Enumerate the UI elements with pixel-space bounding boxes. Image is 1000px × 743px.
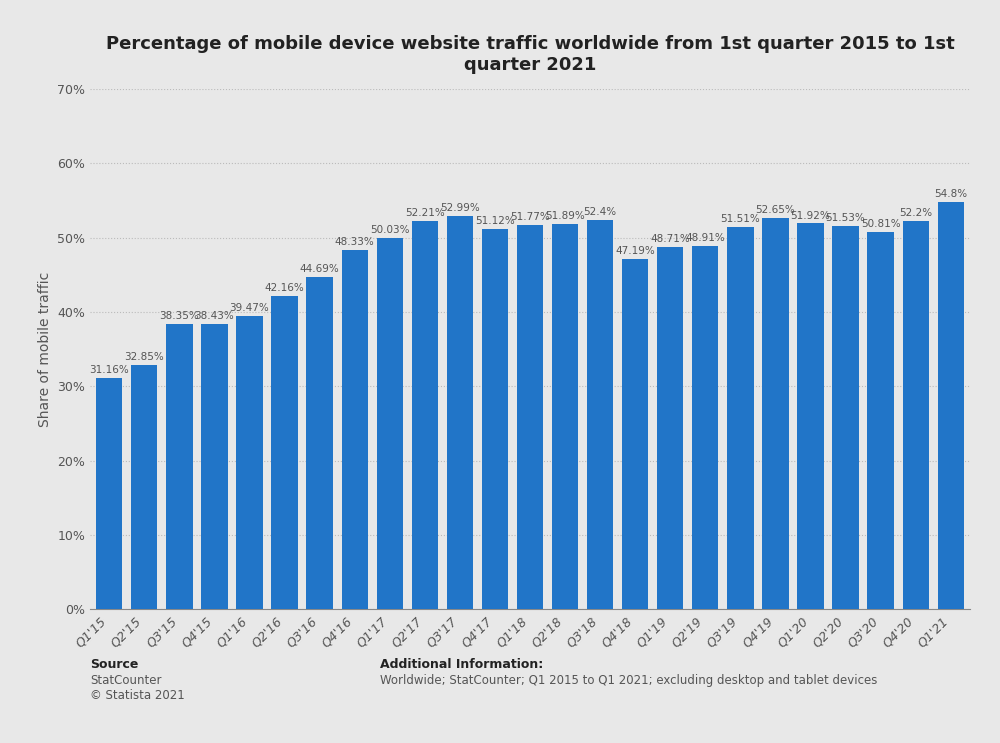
Bar	[271, 296, 298, 609]
Text: 48.33%: 48.33%	[335, 237, 375, 247]
Text: 31.16%: 31.16%	[89, 365, 129, 374]
Bar	[412, 221, 438, 609]
Bar	[201, 324, 228, 609]
Text: 51.53%: 51.53%	[826, 213, 865, 224]
Text: 39.47%: 39.47%	[230, 303, 269, 313]
Text: 51.12%: 51.12%	[475, 216, 515, 227]
Text: 48.91%: 48.91%	[685, 233, 725, 243]
Text: 48.71%: 48.71%	[650, 234, 690, 244]
Text: 52.99%: 52.99%	[440, 203, 480, 212]
Bar	[236, 316, 263, 609]
Bar	[517, 224, 543, 609]
Text: Additional Information:: Additional Information:	[380, 658, 543, 670]
Bar	[166, 324, 193, 609]
Text: 52.4%: 52.4%	[584, 207, 617, 217]
Bar	[692, 246, 718, 609]
Text: 50.03%: 50.03%	[370, 224, 410, 235]
Bar	[903, 221, 929, 609]
Text: 38.35%: 38.35%	[160, 311, 199, 321]
Text: Source: Source	[90, 658, 138, 670]
Bar	[447, 215, 473, 609]
Bar	[657, 247, 683, 609]
Text: 51.51%: 51.51%	[720, 213, 760, 224]
Text: 52.2%: 52.2%	[899, 209, 932, 218]
Text: 50.81%: 50.81%	[861, 218, 900, 229]
Bar	[622, 259, 648, 609]
Bar	[96, 377, 122, 609]
Text: 51.77%: 51.77%	[510, 212, 550, 221]
Text: Worldwide; StatCounter; Q1 2015 to Q1 2021; excluding desktop and tablet devices: Worldwide; StatCounter; Q1 2015 to Q1 20…	[380, 674, 877, 687]
Bar	[938, 202, 964, 609]
Text: 52.21%: 52.21%	[405, 208, 445, 218]
Bar	[832, 227, 859, 609]
Bar	[377, 238, 403, 609]
Bar	[727, 227, 754, 609]
Y-axis label: Share of mobile traffic: Share of mobile traffic	[38, 272, 52, 426]
Text: 32.85%: 32.85%	[124, 352, 164, 363]
Text: 54.8%: 54.8%	[934, 189, 967, 199]
Text: 47.19%: 47.19%	[615, 246, 655, 256]
Text: 42.16%: 42.16%	[265, 283, 304, 293]
Text: 44.69%: 44.69%	[300, 265, 340, 274]
Bar	[306, 277, 333, 609]
Title: Percentage of mobile device website traffic worldwide from 1st quarter 2015 to 1: Percentage of mobile device website traf…	[106, 35, 954, 74]
Text: 51.89%: 51.89%	[545, 211, 585, 221]
Bar	[131, 366, 157, 609]
Text: StatCounter
© Statista 2021: StatCounter © Statista 2021	[90, 674, 185, 702]
Bar	[867, 232, 894, 609]
Bar	[797, 224, 824, 609]
Bar	[762, 218, 789, 609]
Text: 38.43%: 38.43%	[195, 311, 234, 321]
Bar	[482, 230, 508, 609]
Bar	[342, 250, 368, 609]
Text: 52.65%: 52.65%	[756, 205, 795, 215]
Text: 51.92%: 51.92%	[791, 210, 830, 221]
Bar	[587, 220, 613, 609]
Bar	[552, 224, 578, 609]
